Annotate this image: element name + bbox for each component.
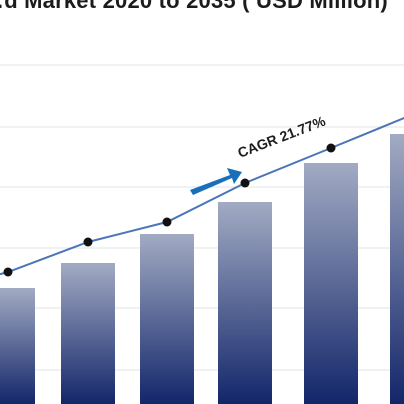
bar xyxy=(140,234,194,404)
chart-title: …d Market 2020 to 2035 ( USD Million) xyxy=(0,0,388,13)
trend-marker xyxy=(326,143,336,153)
trend-marker xyxy=(3,267,13,277)
bar xyxy=(218,202,272,404)
bar xyxy=(61,263,115,404)
trend-line-group xyxy=(0,117,404,277)
trend-marker xyxy=(83,237,93,247)
cagr-arrow-icon xyxy=(190,168,242,195)
bar xyxy=(390,134,404,404)
bars xyxy=(0,134,404,404)
trend-marker xyxy=(240,178,250,188)
trend-marker xyxy=(162,217,172,227)
cagr-label: CAGR 21.77% xyxy=(235,112,328,160)
bar xyxy=(304,163,358,404)
bar xyxy=(0,288,35,404)
